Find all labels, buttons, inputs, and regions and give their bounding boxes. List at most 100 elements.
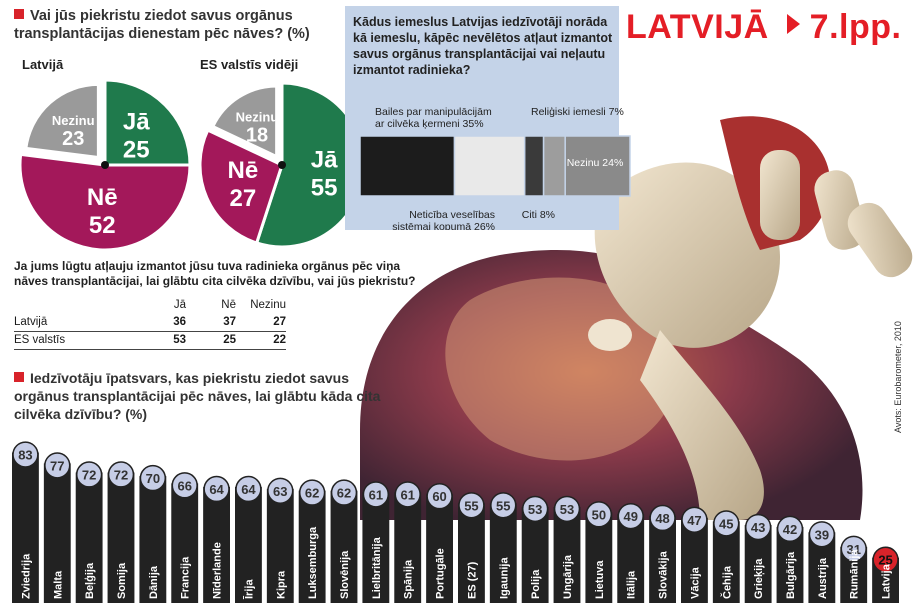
reason-label: Citi 8% bbox=[522, 209, 555, 221]
bar-value-label: 61 bbox=[400, 487, 414, 502]
relatives-table: Jā Nē Nezinu Latvijā 36 37 27 ES valstīs… bbox=[14, 297, 286, 350]
pie-slice-1-Jā bbox=[103, 78, 192, 167]
bar-Slovēnija bbox=[330, 490, 358, 603]
col-header-unknown: Nezinu bbox=[250, 299, 286, 311]
value-badge bbox=[267, 477, 294, 504]
bar-category-label: Beļģija bbox=[83, 562, 96, 599]
pie-slice-label: Jā bbox=[311, 147, 338, 174]
bar-value-label: 63 bbox=[273, 484, 287, 499]
pie-2-label: ES valstīs vidēji bbox=[200, 57, 299, 72]
cell-value: 37 bbox=[223, 316, 236, 328]
value-badge bbox=[203, 475, 230, 503]
bar-category-label: Zviedrija bbox=[20, 553, 32, 599]
bar-category-label: Itālija bbox=[626, 570, 638, 599]
value-badge bbox=[12, 441, 39, 468]
value-badge bbox=[553, 495, 581, 523]
value-badge bbox=[75, 461, 103, 488]
bar-Beļģija bbox=[75, 472, 103, 603]
bar-Lielbritānija bbox=[362, 492, 390, 603]
q2-title: Kādus iemeslus Latvijas iedzīvotāji norā… bbox=[353, 15, 613, 77]
q1-title-block: Vai jūs piekristu ziedot savus orgānus t… bbox=[14, 7, 344, 43]
reason-label: Reliģiski iemesli 7% bbox=[531, 105, 624, 118]
bar-chart-title: Iedzīvotāju īpatsvars, kas piekristu zie… bbox=[14, 370, 381, 422]
pie-slice-label: Jā bbox=[123, 109, 150, 136]
bar-value-label: 42 bbox=[783, 522, 797, 537]
value-badge bbox=[235, 475, 262, 503]
bar-category-label: Ungārija bbox=[562, 554, 574, 599]
table-row: Latvijā 36 37 27 bbox=[14, 314, 286, 332]
bar-category-label: Latvija bbox=[881, 563, 893, 599]
bar-value-label: 25 bbox=[878, 553, 892, 568]
bar-category-label: Malta bbox=[52, 570, 64, 599]
pie-slice-1-Nē bbox=[18, 152, 192, 250]
reason-segment bbox=[542, 135, 566, 197]
bar-value-label: 72 bbox=[114, 467, 128, 482]
cell-value: 36 bbox=[173, 316, 186, 328]
value-badge bbox=[44, 452, 71, 479]
reason-label: sistēmai kopumā 26% bbox=[392, 221, 495, 230]
value-badge bbox=[107, 461, 135, 488]
bar-Nīderlande bbox=[203, 486, 230, 603]
pie-slice-value: 27 bbox=[230, 185, 257, 212]
value-badge bbox=[426, 483, 453, 510]
row-label: Latvijā bbox=[14, 316, 48, 328]
bar-Portugāle bbox=[426, 494, 453, 603]
bar-Ungārija bbox=[553, 506, 581, 603]
reason-segment bbox=[359, 135, 456, 197]
bar-value-label: 47 bbox=[687, 513, 701, 528]
value-badge bbox=[808, 521, 836, 548]
pie-slice-2-Nezinu bbox=[210, 84, 279, 159]
bar-category-label: Dānija bbox=[148, 565, 160, 599]
bar-value-label: 60 bbox=[432, 489, 446, 504]
bar-value-label: 31 bbox=[846, 542, 860, 557]
pie-slice-value: 25 bbox=[123, 137, 150, 164]
bar-Polija bbox=[521, 506, 549, 603]
bar-category-label: Portugāle bbox=[435, 548, 447, 599]
value-badge bbox=[840, 535, 867, 562]
bar-category-label: Francija bbox=[180, 556, 192, 599]
value-badge bbox=[776, 515, 804, 543]
value-badge bbox=[171, 472, 198, 499]
pie-slice-value: 23 bbox=[62, 128, 84, 150]
bullet-square-icon bbox=[14, 372, 24, 382]
reason-segment bbox=[564, 135, 631, 197]
bar-Kipra bbox=[266, 488, 294, 603]
reason-segment bbox=[453, 135, 526, 197]
bar-category-label: Luksemburga bbox=[307, 526, 319, 599]
section-header: LATVIJĀ 7.lpp. bbox=[626, 8, 901, 47]
bar-value-label: 50 bbox=[592, 507, 606, 522]
bar-value-label: 48 bbox=[655, 511, 669, 526]
bar-category-label: Slovēnija bbox=[339, 550, 351, 599]
bar-category-label: ES (27) bbox=[466, 561, 478, 599]
cell-value: 27 bbox=[273, 316, 286, 328]
cell-value: 53 bbox=[173, 334, 186, 346]
row-label: ES valstīs bbox=[14, 334, 66, 346]
pie-center-dot bbox=[101, 161, 109, 169]
bullet-square-icon bbox=[14, 9, 24, 19]
pie-slice-label: Nē bbox=[228, 157, 259, 184]
bar-value-label: 77 bbox=[50, 458, 64, 473]
bar-Spānija bbox=[394, 492, 422, 603]
pie-slice-2-Jā bbox=[254, 81, 360, 249]
reason-label: Neticība veselības bbox=[409, 209, 495, 221]
bar-category-label: Lielbritānija bbox=[371, 536, 383, 599]
pie-slice-2-Nē bbox=[198, 128, 284, 245]
value-badge bbox=[681, 506, 708, 533]
pie-slice-value: 18 bbox=[246, 125, 268, 147]
q1-title: Vai jūs piekristu ziedot savus orgānus t… bbox=[14, 8, 310, 42]
bar-Zviedrija bbox=[12, 452, 39, 603]
col-header-no: Nē bbox=[221, 299, 236, 311]
bar-value-label: 55 bbox=[496, 498, 510, 513]
col-header-yes: Jā bbox=[173, 299, 186, 311]
value-badge bbox=[744, 513, 772, 541]
pie-slice-value: 52 bbox=[89, 212, 116, 239]
reason-label: Nezinu 24% bbox=[567, 157, 624, 169]
bar-Somija bbox=[107, 472, 135, 603]
pie-slice-label: Nezinu bbox=[236, 110, 279, 125]
bar-category-label: Austrija bbox=[817, 557, 829, 599]
arrow-right-icon bbox=[786, 14, 800, 34]
country-bar-chart: 83 Zviedrija 77 Malta 72 Beļģija 72 Somija 70 Dān… bbox=[12, 441, 899, 603]
pie-1-label: Latvijā bbox=[22, 57, 64, 72]
